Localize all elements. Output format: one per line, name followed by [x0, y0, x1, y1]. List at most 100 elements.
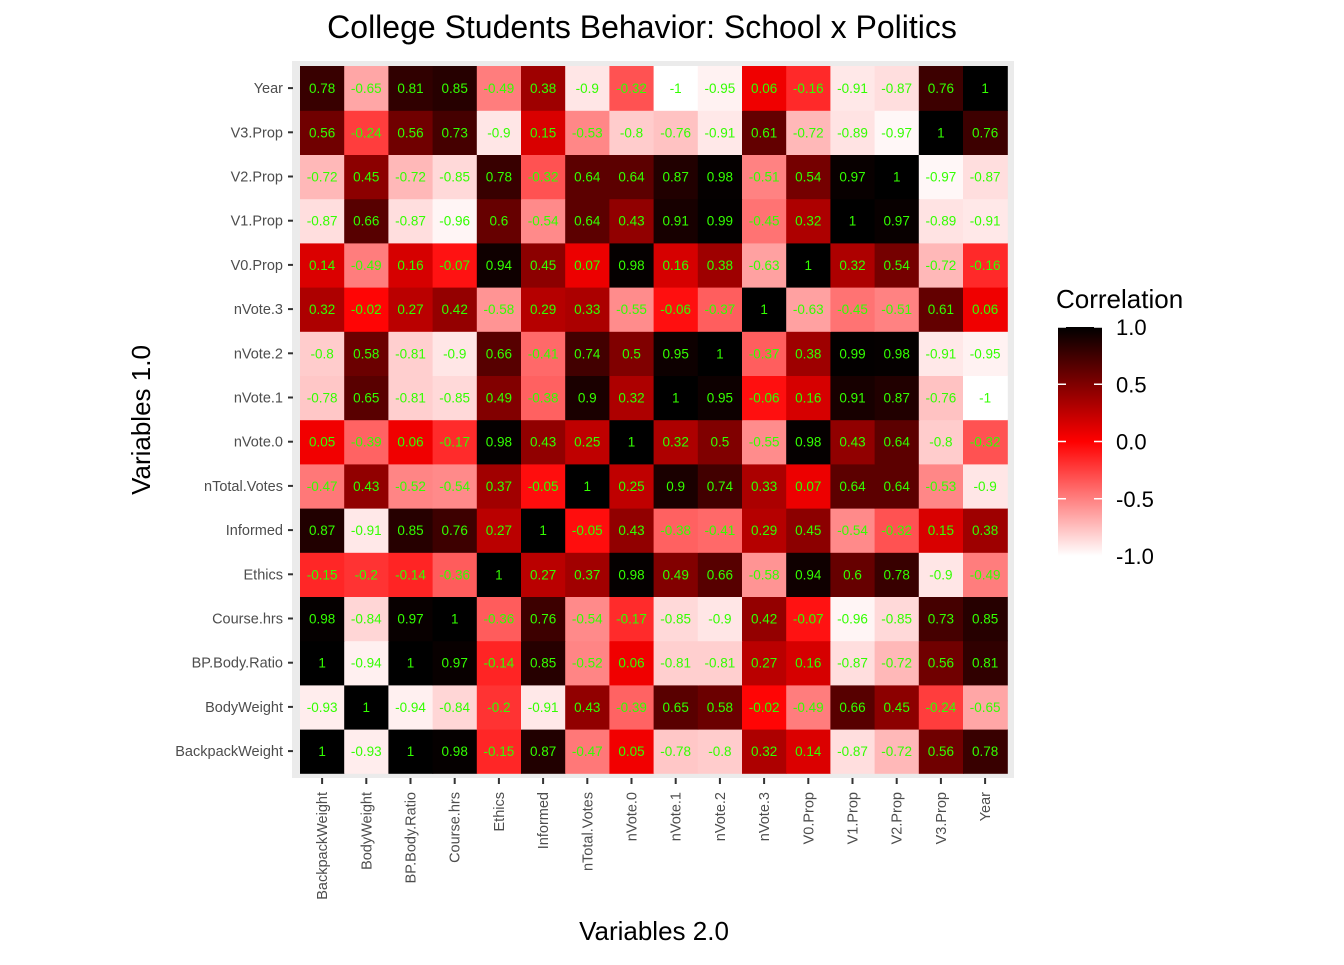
cell-value-label: -0.9: [443, 346, 466, 361]
cell-value-label: -0.49: [351, 258, 382, 273]
cell-value-label: -0.8: [620, 125, 643, 140]
cell-value-label: -0.37: [705, 302, 736, 317]
cell-value-label: -0.14: [395, 567, 426, 582]
cell-value-label: 0.32: [839, 258, 865, 273]
heatmap-cell: [476, 154, 522, 200]
cell-value-label: 0.45: [795, 523, 821, 538]
heatmap-cell: [300, 508, 345, 553]
cell-value-label: 0.98: [795, 435, 821, 450]
heatmap-cell: [697, 110, 743, 155]
x-tick-label: nTotal.Votes: [580, 792, 596, 871]
heatmap-cell: [521, 375, 566, 421]
y-tick-label: V1.Prop: [231, 214, 283, 230]
heatmap-cell: [300, 684, 345, 730]
heatmap-cell: [432, 154, 478, 200]
heatmap-cell: [476, 596, 522, 642]
cell-value-label: -0.96: [439, 214, 470, 229]
cell-value-label: -0.41: [705, 523, 736, 538]
legend-tick-label: 0.5: [1116, 372, 1147, 397]
y-tick-label: BodyWeight: [205, 700, 283, 716]
heatmap-cell: [476, 287, 522, 332]
heatmap-cell: [432, 640, 478, 686]
cell-value-label: 0.97: [442, 656, 468, 671]
cell-value-label: -0.06: [749, 391, 780, 406]
cell-value-label: 0.54: [795, 170, 822, 185]
heatmap-cell: [344, 419, 389, 465]
cell-value-label: -0.81: [395, 346, 426, 361]
cell-value-label: 0.5: [711, 435, 730, 450]
cell-value-label: 0.16: [795, 656, 821, 671]
y-tick-label: Course.hrs: [212, 612, 283, 628]
heatmap-cell: [432, 287, 478, 332]
heatmap-cell: [432, 552, 478, 597]
cell-value-label: 0.05: [309, 435, 335, 450]
heatmap-cell: [521, 729, 566, 774]
cell-value-label: -0.37: [749, 346, 780, 361]
cell-value-label: 0.43: [618, 214, 644, 229]
cell-value-label: 1: [539, 523, 547, 538]
cell-value-label: -0.58: [484, 302, 515, 317]
heatmap-cell: [565, 198, 610, 244]
cell-value-label: -0.8: [708, 744, 731, 759]
cell-value-label: -0.24: [351, 125, 382, 140]
cell-value-label: 0.87: [530, 744, 556, 759]
cell-value-label: -0.9: [487, 125, 510, 140]
cell-value-label: 0.06: [751, 81, 777, 96]
heatmap-cell: [565, 640, 610, 686]
heatmap-cell: [432, 375, 478, 421]
cell-value-label: 0.38: [530, 81, 556, 96]
heatmap-cell: [476, 729, 522, 774]
heatmap-cell: [476, 684, 522, 730]
cell-value-label: 0.25: [574, 435, 600, 450]
heatmap-cell: [742, 552, 787, 597]
cell-value-label: 0.85: [972, 612, 998, 627]
heatmap-cell: [963, 154, 1008, 200]
heatmap-cell: [388, 287, 434, 332]
heatmap-cell: [918, 331, 964, 376]
heatmap-cell: [786, 287, 831, 332]
x-tick-label: Informed: [536, 792, 552, 849]
cell-value-label: 0.33: [574, 302, 600, 317]
heatmap-cell: [476, 640, 522, 686]
cell-value-label: 0.07: [795, 479, 821, 494]
heatmap-cell: [344, 729, 389, 774]
heatmap-cell: [344, 331, 389, 376]
cell-value-label: 1: [363, 700, 371, 715]
cell-value-label: 0.9: [578, 391, 597, 406]
heatmap-cell: [476, 375, 522, 421]
cell-value-label: 0.37: [574, 567, 600, 582]
cell-value-label: -0.47: [572, 744, 603, 759]
heatmap-cell: [742, 463, 787, 509]
cell-value-label: 0.73: [928, 612, 954, 627]
heatmap-cell: [918, 287, 964, 332]
heatmap-cell: [742, 596, 787, 642]
heatmap-cell: [742, 375, 787, 421]
heatmap-cell: [830, 552, 876, 597]
heatmap-cell: [565, 110, 610, 155]
cell-value-label: 1: [805, 258, 813, 273]
cell-value-label: -0.94: [351, 656, 382, 671]
cell-value-label: 0.95: [663, 346, 689, 361]
heatmap-cell: [963, 331, 1008, 376]
cell-value-label: 0.85: [530, 656, 556, 671]
cell-value-label: 0.76: [530, 612, 556, 627]
cell-value-label: 0.49: [486, 391, 512, 406]
heatmap-cell: [830, 729, 876, 774]
heatmap-cell: [609, 508, 655, 553]
heatmap-cell: [697, 596, 743, 642]
cell-value-label: 1: [849, 214, 857, 229]
heatmap-cell: [786, 66, 831, 111]
cell-value-label: -1: [670, 81, 682, 96]
heatmap-cell: [432, 110, 478, 155]
cell-value-label: -0.39: [351, 435, 382, 450]
cell-value-label: 0.27: [530, 567, 556, 582]
heatmap-cell: [609, 66, 655, 111]
heatmap-cell: [609, 198, 655, 244]
cell-value-label: -0.91: [970, 214, 1001, 229]
heatmap-cell: [300, 331, 345, 376]
cell-value-label: 1: [628, 435, 636, 450]
heatmap-cell: [388, 66, 434, 111]
cell-value-label: 0.56: [928, 656, 954, 671]
heatmap-cell: [388, 552, 434, 597]
heatmap-cell: [786, 552, 831, 597]
